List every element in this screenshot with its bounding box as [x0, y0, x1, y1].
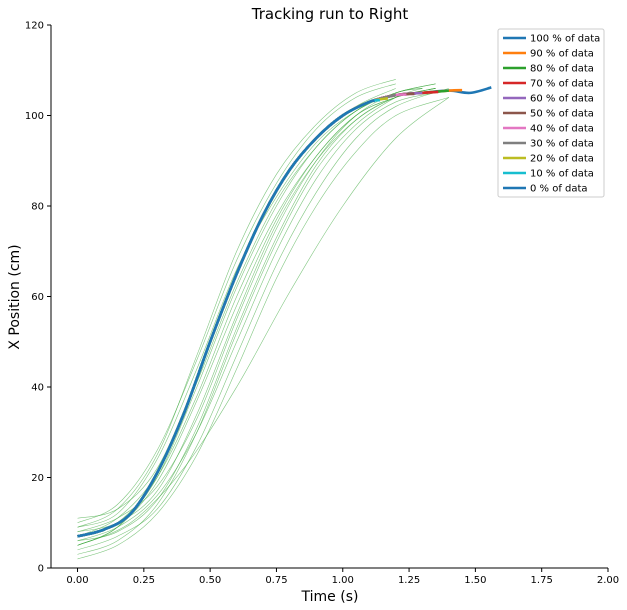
- series-line: [77, 89, 449, 538]
- trial-line: [77, 88, 436, 546]
- trial-curves: [77, 79, 450, 560]
- y-tick-label: 20: [31, 473, 44, 484]
- series-line: [77, 88, 463, 538]
- series-line: [77, 97, 389, 538]
- average-curves: [77, 86, 492, 538]
- x-tick-label: 1.25: [398, 575, 420, 586]
- legend-label: 90 % of data: [530, 49, 594, 60]
- legend-label: 70 % of data: [530, 79, 594, 90]
- legend-label: 40 % of data: [530, 124, 594, 135]
- trial-line: [77, 88, 449, 551]
- series-line: [77, 98, 381, 538]
- x-tick-label: 1.75: [531, 575, 553, 586]
- trial-line: [77, 83, 436, 528]
- trial-line: [77, 97, 450, 546]
- legend-label: 20 % of data: [530, 154, 594, 165]
- trial-line: [77, 88, 436, 542]
- y-axis-title: X Position (cm): [7, 244, 23, 349]
- y-ticks: 0 20 40 60 80 100 120: [25, 21, 51, 575]
- y-tick-label: 100: [25, 111, 44, 122]
- legend-label: 100 % of data: [530, 34, 600, 45]
- y-tick-label: 80: [31, 202, 44, 213]
- x-ticks: 0.00 0.25 0.50 0.75 1.00 1.25 1.50 1.75 2.00: [66, 568, 619, 586]
- trial-line: [77, 88, 423, 537]
- series-line: [77, 90, 439, 538]
- series-line: [77, 91, 423, 538]
- x-tick-label: 2.00: [597, 575, 619, 586]
- series-line: [77, 86, 492, 538]
- legend-label: 50 % of data: [530, 109, 594, 120]
- x-tick-label: 0.00: [66, 575, 88, 586]
- y-tick-label: 0: [38, 564, 44, 575]
- trial-line: [77, 88, 436, 537]
- legend-label: 30 % of data: [530, 139, 594, 150]
- y-tick-label: 60: [31, 292, 44, 303]
- trial-line: [77, 79, 396, 528]
- x-tick-label: 0.50: [199, 575, 221, 586]
- legend-label: 10 % of data: [530, 169, 594, 180]
- trial-line: [77, 88, 436, 533]
- trial-line: [77, 83, 436, 546]
- x-tick-label: 1.00: [332, 575, 354, 586]
- series-line: [77, 99, 376, 538]
- legend-label: 80 % of data: [530, 64, 594, 75]
- x-tick-label: 0.25: [133, 575, 155, 586]
- series-line: [77, 92, 415, 538]
- legend-label: 60 % of data: [530, 94, 594, 105]
- chart-title: Tracking run to Right: [251, 5, 409, 23]
- x-tick-label: 1.50: [464, 575, 486, 586]
- trial-line: [77, 88, 396, 519]
- y-tick-label: 120: [25, 21, 44, 32]
- trial-line: [77, 83, 396, 524]
- y-tick-label: 40: [31, 383, 44, 394]
- legend-box: [497, 28, 605, 198]
- trial-line: [77, 92, 436, 542]
- x-axis-title: Time (s): [301, 589, 359, 605]
- legend-label: 0 % of data: [530, 184, 588, 195]
- trial-line: [77, 97, 449, 560]
- trial-line: [77, 88, 423, 533]
- legend: 100 % of data 90 % of data 80 % of data 70 …: [497, 28, 605, 198]
- x-tick-label: 0.75: [265, 575, 287, 586]
- trial-line: [77, 88, 423, 555]
